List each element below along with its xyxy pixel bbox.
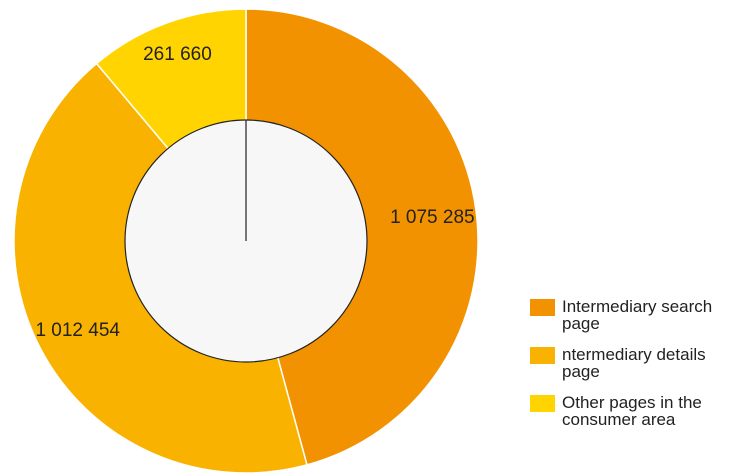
legend-swatch (530, 299, 555, 316)
legend-item-details: ntermediary details page (530, 346, 736, 380)
legend-swatch (530, 347, 555, 364)
legend: Intermediary search page ntermediary det… (530, 298, 736, 442)
slice-value-label: 261 660 (143, 44, 212, 65)
legend-label: ntermediary details page (562, 345, 706, 381)
legend-label: Other pages in the consumer area (562, 393, 702, 429)
slice-value-label: 1 012 454 (35, 320, 120, 341)
value-labels-group: 1 075 285 1 012 454 261 660 (35, 44, 474, 341)
legend-item-other: Other pages in the consumer area (530, 394, 736, 428)
legend-label: Intermediary search page (562, 297, 713, 333)
slice-value-label: 1 075 285 (390, 207, 475, 228)
legend-swatch (530, 395, 555, 412)
legend-item-search: Intermediary search page (530, 298, 736, 332)
